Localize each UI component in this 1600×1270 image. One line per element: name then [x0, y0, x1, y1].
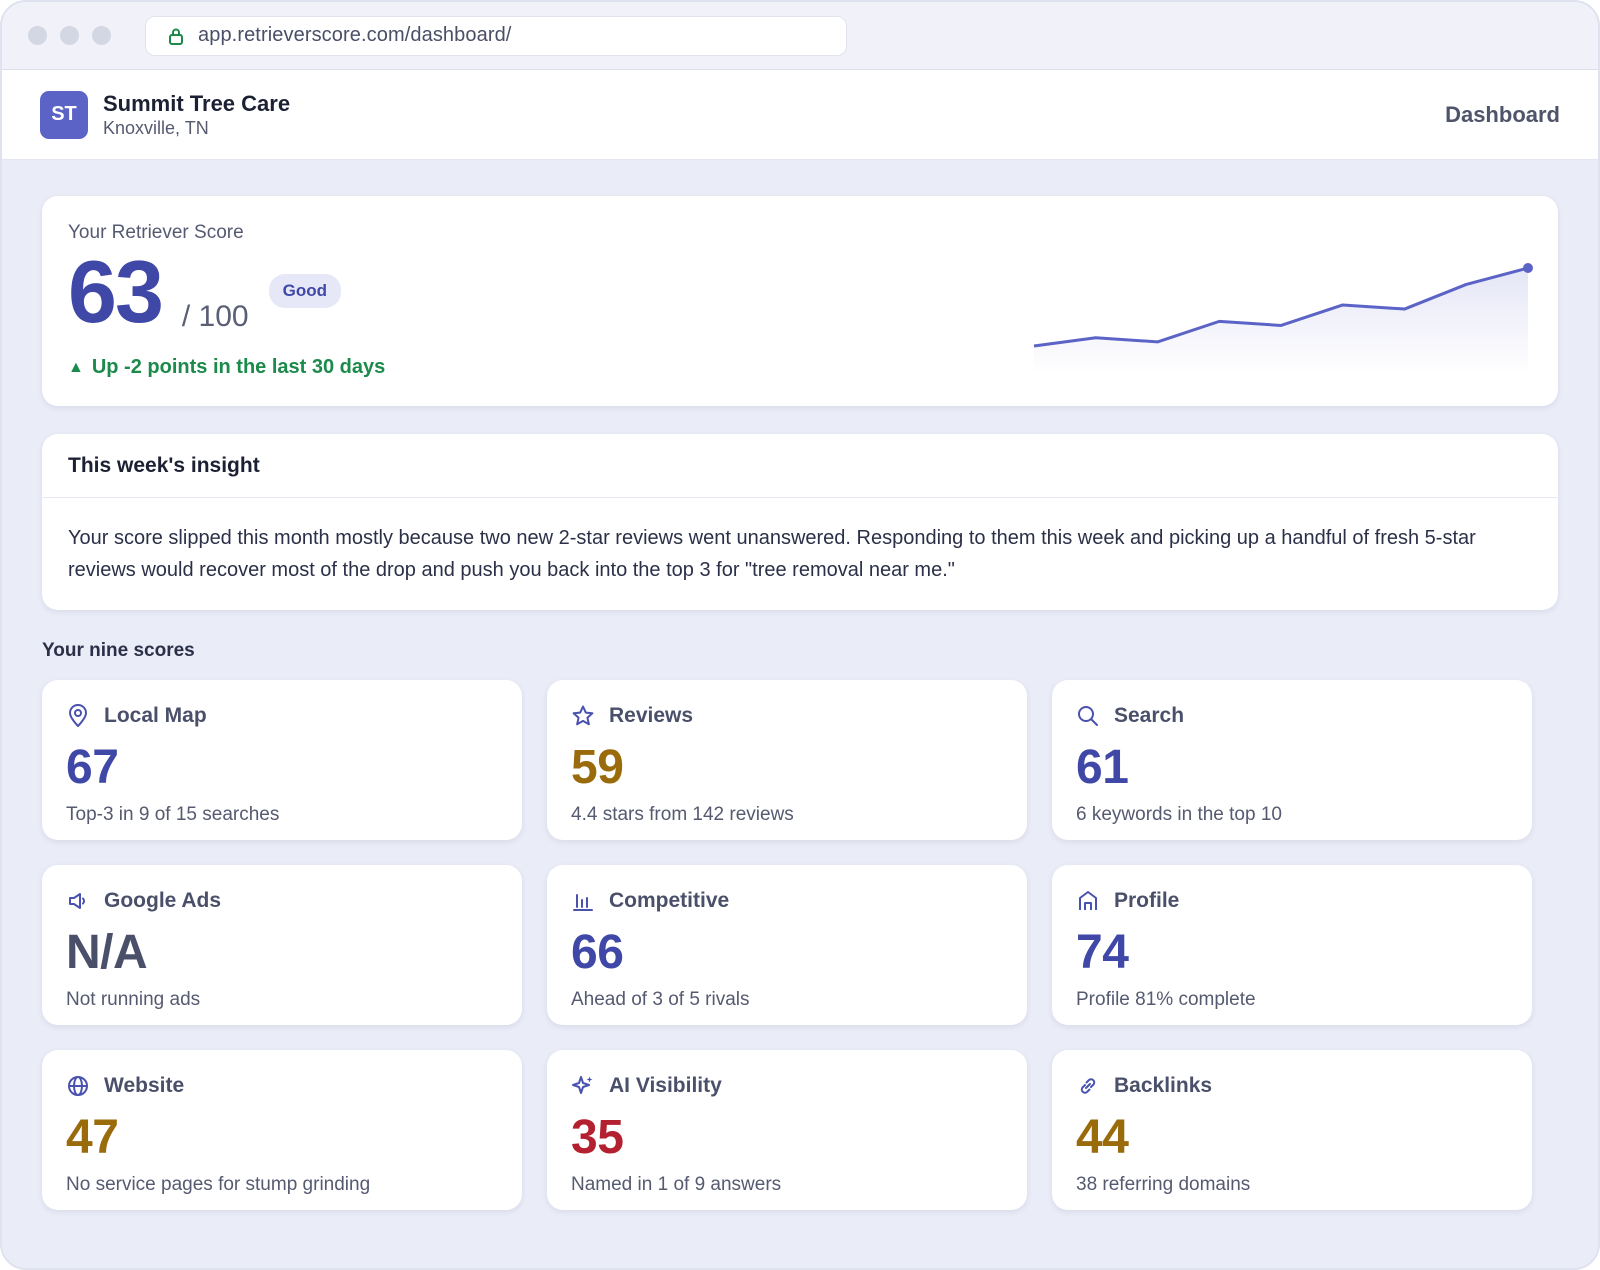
score-card-backlinks[interactable]: Backlinks 44 38 referring domains	[1052, 1050, 1532, 1210]
map-pin-icon	[66, 704, 90, 728]
score-card-header: Backlinks	[1076, 1072, 1508, 1100]
score-card-value: 47	[66, 1111, 119, 1164]
insight-body: Your score slipped this month mostly bec…	[68, 527, 1476, 581]
business-avatar: ST	[40, 90, 88, 139]
score-card-header: Competitive	[571, 887, 1003, 915]
scores-section-title: Your nine scores	[42, 640, 195, 661]
url-text: app.retrieverscore.com/dashboard/	[198, 24, 512, 46]
nav-dashboard-link[interactable]: Dashboard	[1445, 101, 1560, 127]
score-card-detail: Ahead of 3 of 5 rivals	[571, 989, 750, 1010]
score-card-label: Profile	[1114, 889, 1180, 912]
score-card-label: Website	[104, 1074, 185, 1097]
business-info: Summit Tree Care Knoxville, TN	[103, 90, 291, 138]
insight-header: This week's insight	[42, 434, 1558, 498]
address-bar[interactable]: app.retrieverscore.com/dashboard/	[145, 15, 847, 56]
score-card-header: Google Ads	[66, 887, 498, 915]
search-icon	[1076, 704, 1100, 728]
sparkline-line	[1033, 266, 1529, 348]
score-card-competitive[interactable]: Competitive 66 Ahead of 3 of 5 rivals	[547, 865, 1027, 1025]
score-card-header: Search	[1076, 702, 1508, 730]
score-card-label: Competitive	[609, 889, 730, 912]
score-card-reviews[interactable]: Reviews 59 4.4 stars from 142 reviews	[547, 680, 1027, 840]
score-card-local-map[interactable]: Local Map 67 Top-3 in 9 of 15 searches	[42, 680, 522, 840]
score-card-detail: 4.4 stars from 142 reviews	[571, 804, 794, 825]
score-out-of: / 100	[181, 300, 249, 333]
sparkline-area	[1034, 268, 1528, 374]
browser-chrome: app.retrieverscore.com/dashboard/	[2, 2, 1598, 70]
score-card-value: 67	[66, 741, 119, 794]
business-name: Summit Tree Care	[103, 90, 291, 116]
score-row: 63 / 100 Good	[68, 242, 1532, 342]
scores-grid: Local Map 67 Top-3 in 9 of 15 searches Revi…	[42, 680, 1558, 1210]
score-card-detail: 6 keywords in the top 10	[1076, 804, 1282, 825]
bar-chart-icon	[571, 889, 595, 913]
score-sparkline	[1033, 263, 1533, 374]
score-trend: ▲ Up -2 points in the last 30 days	[68, 356, 1532, 379]
score-card-label: AI Visibility	[609, 1074, 722, 1097]
score-card-google-ads[interactable]: Google Ads N/A Not running ads	[42, 865, 522, 1025]
score-card-value: 59	[571, 741, 624, 794]
score-card-label: Reviews	[609, 704, 694, 727]
lock-icon	[168, 27, 184, 45]
score-card-detail: Profile 81% complete	[1076, 989, 1256, 1010]
sparkline-latest-point	[1523, 263, 1533, 273]
score-value: 63	[68, 242, 164, 342]
window-minimize-dot[interactable]	[60, 26, 79, 45]
score-card-label: Search	[1114, 704, 1185, 727]
score-card-label: Local Map	[104, 704, 207, 727]
window-close-dot[interactable]	[28, 26, 47, 45]
score-card-value: N/A	[66, 926, 148, 979]
main-content: Your Retriever Score 63 / 100 Good ▲ Up …	[2, 160, 1598, 1210]
score-rating-badge: Good	[268, 274, 342, 308]
score-card-search[interactable]: Search 61 6 keywords in the top 10	[1052, 680, 1532, 840]
score-trend-text: Up -2 points in the last 30 days	[91, 356, 386, 378]
window-maximize-dot[interactable]	[92, 26, 111, 45]
trend-up-arrow-icon: ▲	[68, 358, 84, 376]
business-location: Knoxville, TN	[103, 117, 209, 138]
score-card-website[interactable]: Website 47 No service pages for stump grin…	[42, 1050, 522, 1210]
megaphone-icon	[66, 889, 90, 913]
score-card-detail: Not running ads	[66, 989, 201, 1010]
score-card-detail: Top-3 in 9 of 15 searches	[66, 804, 280, 825]
score-card-header: Website	[66, 1072, 498, 1100]
retriever-score-card: Your Retriever Score 63 / 100 Good ▲ Up …	[42, 196, 1558, 406]
globe-icon	[66, 1074, 90, 1098]
score-card-profile[interactable]: Profile 74 Profile 81% complete	[1052, 865, 1532, 1025]
score-card-label: Google Ads	[104, 889, 222, 912]
storefront-icon	[1076, 889, 1100, 913]
score-card-value: 35	[571, 1111, 624, 1164]
score-card-ai-visibility[interactable]: AI Visibility 35 Named in 1 of 9 answers	[547, 1050, 1027, 1210]
score-card-value: 66	[571, 926, 624, 979]
score-card-detail: No service pages for stump grinding	[66, 1174, 371, 1195]
weekly-insight-card: This week's insight Your score slipped t…	[42, 434, 1558, 610]
score-card-value: 74	[1076, 926, 1129, 979]
score-card-header: Reviews	[571, 702, 1003, 730]
app-header: ST Summit Tree Care Knoxville, TN Dashbo…	[2, 70, 1598, 160]
sparkle-icon	[571, 1074, 595, 1098]
score-card-detail: Named in 1 of 9 answers	[571, 1174, 782, 1195]
score-card-value: 44	[1076, 1111, 1129, 1164]
star-icon	[571, 704, 595, 728]
insight-title: This week's insight	[68, 453, 260, 477]
score-card-header: AI Visibility	[571, 1072, 1003, 1100]
score-card-header: Local Map	[66, 702, 498, 730]
score-card-value: 61	[1076, 741, 1129, 794]
window-controls	[28, 26, 111, 45]
score-card-header: Profile	[1076, 887, 1508, 915]
score-card-label: Backlinks	[1114, 1074, 1213, 1097]
score-label: Your Retriever Score	[68, 222, 244, 243]
link-icon	[1076, 1074, 1100, 1098]
score-card-detail: 38 referring domains	[1076, 1174, 1251, 1195]
